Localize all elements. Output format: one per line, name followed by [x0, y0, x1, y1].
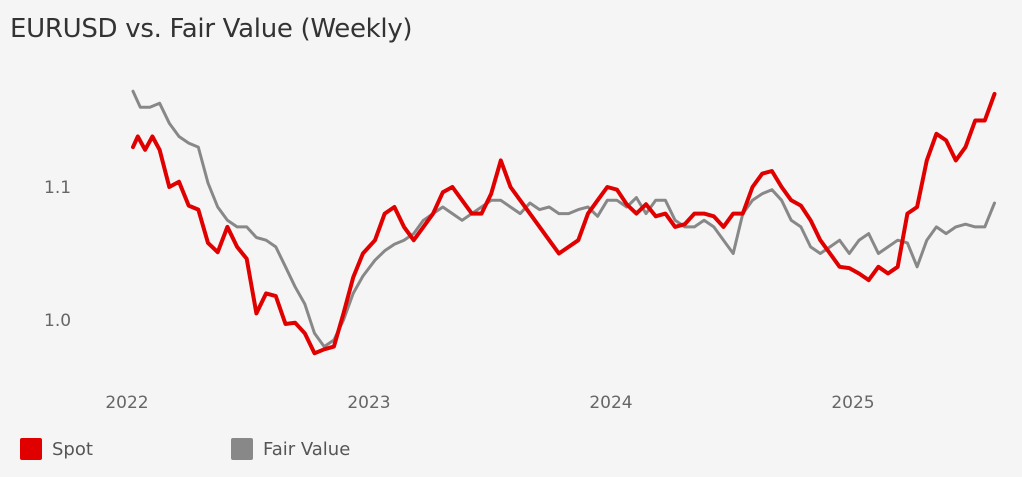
series-line-spot	[131, 91, 997, 356]
legend-label-fair-value: Fair Value	[263, 438, 351, 460]
x-tick-label-0: 2022	[105, 393, 148, 413]
y-tick-label-1: 1.1	[44, 178, 71, 198]
line-chart: 1.0 1.1 2022 2023 2024 2025	[44, 89, 997, 413]
series-group	[131, 89, 997, 356]
legend-label-spot: Spot	[52, 438, 93, 460]
x-tick-label-3: 2025	[831, 393, 874, 413]
x-axis: 2022 2023 2024 2025	[105, 393, 874, 413]
x-tick-label-1: 2023	[347, 393, 390, 413]
legend-item-spot: Spot	[20, 438, 93, 460]
y-axis: 1.0 1.1	[44, 178, 71, 331]
legend: Spot Fair Value	[0, 438, 1022, 468]
series-line-fair-value	[131, 89, 996, 349]
legend-item-fair-value: Fair Value	[231, 438, 350, 460]
x-tick-label-2: 2024	[589, 393, 632, 413]
chart-title: EURUSD vs. Fair Value (Weekly)	[10, 14, 413, 44]
legend-swatch-spot	[20, 438, 42, 460]
legend-swatch-fair-value	[231, 438, 253, 460]
y-tick-label-0: 1.0	[44, 311, 71, 331]
